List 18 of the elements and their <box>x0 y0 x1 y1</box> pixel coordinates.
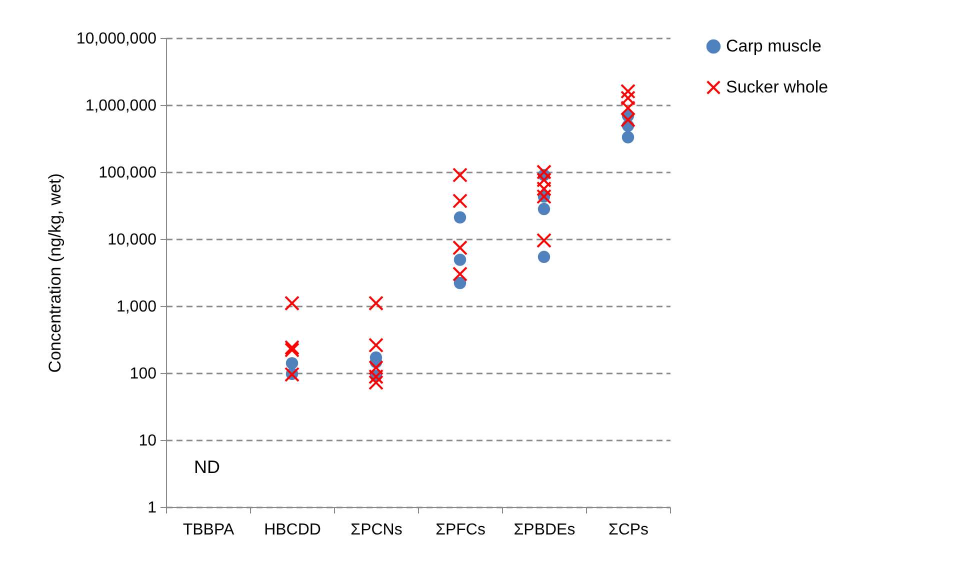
x-tick-label: ΣPBDEs <box>514 522 576 538</box>
y-tick-label: 1,000 <box>116 298 157 316</box>
x-tick-label: ΣPFCs <box>436 522 486 538</box>
legend-label: Carp muscle <box>726 36 822 56</box>
x-tick-label: HBCDD <box>264 522 321 538</box>
x-tick-label: TBBPA <box>182 522 234 538</box>
y-tick-label: 100 <box>130 366 157 382</box>
y-tick-label: 1 <box>148 500 157 516</box>
y-tick-label: 10 <box>138 432 157 450</box>
y-tick-label: 10,000,000 <box>76 30 157 48</box>
x-tick-label: ΣCPs <box>608 522 649 538</box>
legend-label: Sucker whole <box>726 78 828 96</box>
annotation: ND <box>194 457 220 477</box>
y-tick-label: 10,000 <box>108 232 157 248</box>
x-tick-label: ΣPCNs <box>350 522 402 538</box>
y-axis-title: Concentration (ng/kg, wet) <box>45 173 64 373</box>
y-tick-label: 1,000,000 <box>85 98 157 114</box>
y-tick-label: 100,000 <box>98 164 157 182</box>
